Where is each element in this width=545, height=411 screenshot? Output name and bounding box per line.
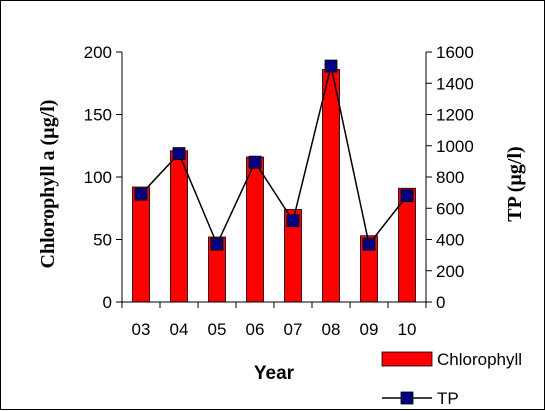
tp-point-09 bbox=[362, 237, 376, 251]
x-tick-label: 03 bbox=[132, 320, 151, 339]
tp-point-08 bbox=[324, 59, 338, 73]
tp-point-04 bbox=[172, 147, 186, 160]
x-axis-title: Year bbox=[254, 363, 295, 384]
ticks-layer: 0501001502000200400600800100012001400160… bbox=[84, 43, 474, 339]
right-tick-label: 600 bbox=[436, 199, 464, 218]
bars-layer bbox=[132, 69, 416, 303]
left-axis-title: Chlorophyll a (µg/l) bbox=[37, 100, 59, 269]
bar-chlorophyll-10 bbox=[398, 187, 416, 303]
left-tick-label: 50 bbox=[93, 231, 112, 250]
x-tick-label: 09 bbox=[360, 320, 379, 339]
left-tick-label: 200 bbox=[84, 43, 112, 62]
legend-tp-marker bbox=[400, 391, 414, 405]
left-tick-label: 100 bbox=[84, 168, 112, 187]
x-tick-label: 05 bbox=[208, 320, 227, 339]
legend: Chlorophyll TP bbox=[381, 350, 522, 408]
right-tick-label: 1000 bbox=[436, 137, 474, 156]
bar-chlorophyll-08 bbox=[322, 69, 340, 303]
x-tick-label: 08 bbox=[322, 320, 341, 339]
right-tick-label: 800 bbox=[436, 168, 464, 187]
right-tick-label: 1200 bbox=[436, 106, 474, 125]
x-tick-label: 06 bbox=[246, 320, 265, 339]
right-tick-label: 400 bbox=[436, 231, 464, 250]
x-tick-label: 07 bbox=[284, 320, 303, 339]
bar-chlorophyll-06 bbox=[246, 156, 264, 303]
right-tick-label: 200 bbox=[436, 262, 464, 281]
legend-tp-label: TP bbox=[437, 389, 459, 408]
legend-chlorophyll-swatch bbox=[381, 351, 433, 367]
axes-layer bbox=[121, 52, 427, 303]
bar-chlorophyll-04 bbox=[170, 150, 188, 303]
tp-point-10 bbox=[400, 189, 414, 203]
tp-point-07 bbox=[286, 214, 300, 228]
right-tick-label: 0 bbox=[436, 293, 445, 312]
bar-chlorophyll-03 bbox=[132, 186, 150, 303]
tp-series-line bbox=[140, 65, 408, 247]
right-tick-label: 1600 bbox=[436, 43, 474, 62]
x-tick-label: 10 bbox=[398, 320, 417, 339]
right-tick-label: 1400 bbox=[436, 74, 474, 93]
left-tick-label: 0 bbox=[103, 293, 112, 312]
tp-point-06 bbox=[248, 155, 262, 169]
legend-chlorophyll-label: Chlorophyll bbox=[437, 350, 522, 369]
tp-point-03 bbox=[134, 187, 148, 201]
tp-point-05 bbox=[210, 237, 224, 251]
line-layer bbox=[134, 59, 414, 251]
x-tick-label: 04 bbox=[170, 320, 189, 339]
right-axis-title: TP (µg/l) bbox=[504, 146, 526, 221]
left-tick-label: 150 bbox=[84, 106, 112, 125]
